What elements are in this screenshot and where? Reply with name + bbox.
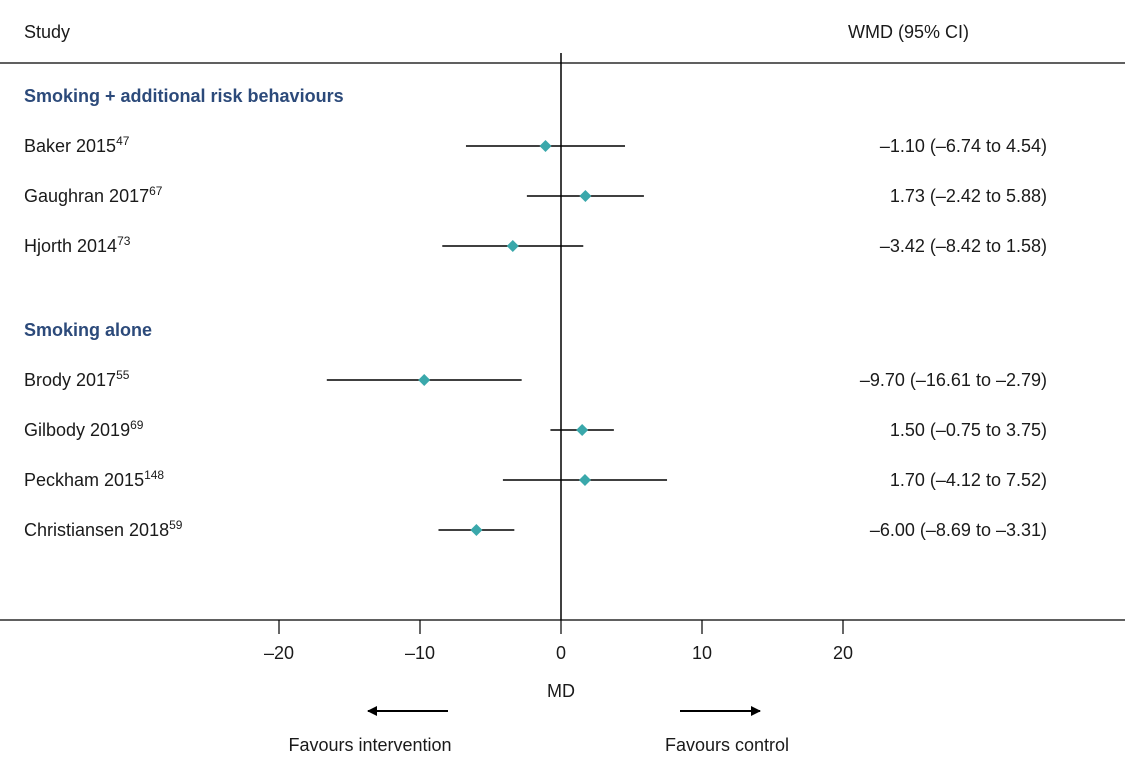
x-tick-label: 20: [833, 643, 853, 663]
study-name: Hjorth 2014: [24, 236, 117, 256]
x-tick-label: 10: [692, 643, 712, 663]
group-heading: Smoking alone: [24, 320, 152, 340]
effect-estimate-text: –6.00 (–8.69 to –3.31): [870, 520, 1047, 540]
point-estimate: [579, 190, 591, 202]
effect-estimate-text: –3.42 (–8.42 to 1.58): [880, 236, 1047, 256]
study-reference: 55: [116, 368, 130, 382]
study-name: Christiansen 2018: [24, 520, 169, 540]
study-reference: 67: [149, 184, 163, 198]
favours-intervention-label: Favours intervention: [288, 735, 451, 755]
x-tick-label: 0: [556, 643, 566, 663]
point-estimate: [576, 424, 588, 436]
group-heading: Smoking + additional risk behaviours: [24, 86, 344, 106]
study-name: Brody 2017: [24, 370, 116, 390]
study-reference: 47: [116, 134, 130, 148]
study-label: Brody 201755: [24, 368, 130, 390]
x-axis-label: MD: [547, 681, 575, 701]
x-axis-ticks: –20 –10 0 10 20: [264, 620, 853, 663]
study-name: Peckham 2015: [24, 470, 144, 490]
point-estimate: [579, 474, 591, 486]
effect-estimate-text: 1.70 (–4.12 to 7.52): [890, 470, 1047, 490]
point-estimate: [539, 140, 551, 152]
effect-estimate-text: 1.73 (–2.42 to 5.88): [890, 186, 1047, 206]
study-label: Gaughran 201767: [24, 184, 163, 206]
study-label: Peckham 2015148: [24, 468, 164, 490]
study-label: Christiansen 201859: [24, 518, 183, 540]
study-label: Gilbody 201969: [24, 418, 144, 440]
study-name: Gilbody 2019: [24, 420, 130, 440]
effect-estimate-text: 1.50 (–0.75 to 3.75): [890, 420, 1047, 440]
point-estimate: [418, 374, 430, 386]
effect-estimate-text: –1.10 (–6.74 to 4.54): [880, 136, 1047, 156]
x-tick-label: –10: [405, 643, 435, 663]
study-reference: 69: [130, 418, 144, 432]
effect-column-header: WMD (95% CI): [848, 22, 969, 42]
study-rows: Smoking + additional risk behaviours Bake…: [24, 86, 1047, 540]
study-reference: 148: [144, 468, 164, 482]
study-reference: 73: [117, 234, 131, 248]
study-label: Baker 201547: [24, 134, 130, 156]
effect-estimate-text: –9.70 (–16.61 to –2.79): [860, 370, 1047, 390]
favours-control-label: Favours control: [665, 735, 789, 755]
x-tick-label: –20: [264, 643, 294, 663]
point-estimate: [507, 240, 519, 252]
study-reference: 59: [169, 518, 183, 532]
study-column-header: Study: [24, 22, 70, 42]
point-estimate: [470, 524, 482, 536]
study-name: Baker 2015: [24, 136, 116, 156]
study-label: Hjorth 201473: [24, 234, 131, 256]
study-name: Gaughran 2017: [24, 186, 149, 206]
